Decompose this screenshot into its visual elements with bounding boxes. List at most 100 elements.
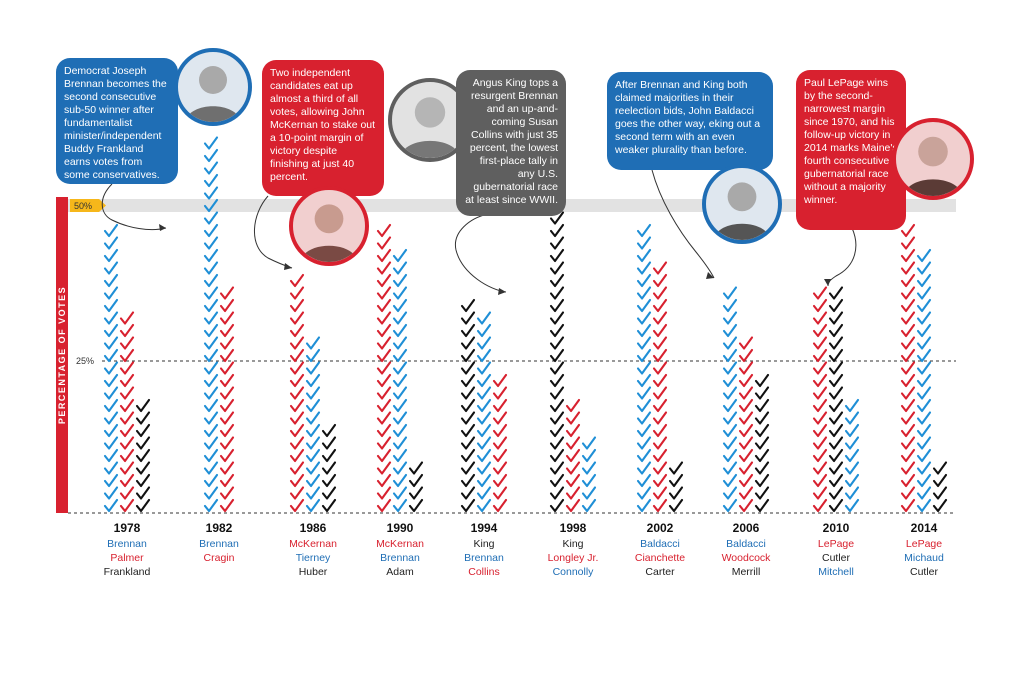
check-mark (203, 473, 219, 488)
check-mark (408, 498, 424, 513)
check-mark (916, 461, 932, 475)
check-mark (636, 386, 652, 400)
check-mark (119, 348, 135, 363)
candidate-label-2014-michaud: Michaud (904, 552, 944, 564)
check-mark (392, 348, 408, 363)
check-mark (581, 498, 597, 513)
check-mark (900, 411, 916, 425)
check-mark (828, 498, 844, 513)
portrait-icon (399, 97, 461, 158)
bar-2006-baldacci (722, 286, 738, 513)
check-mark (565, 436, 581, 450)
check-mark (652, 361, 668, 375)
check-mark (738, 436, 754, 450)
check-mark (754, 448, 770, 463)
candidate-label-1978-brennan: Brennan (107, 538, 147, 550)
check-mark (900, 323, 916, 338)
check-mark (392, 386, 408, 400)
check-mark (652, 286, 668, 300)
check-mark (103, 498, 119, 513)
check-mark (652, 448, 668, 463)
check-mark (722, 486, 738, 500)
check-mark (219, 286, 235, 300)
check-mark (219, 348, 235, 363)
check-mark (549, 398, 565, 413)
check-mark (135, 498, 151, 513)
check-mark (219, 486, 235, 500)
check-mark (119, 336, 135, 350)
check-mark (476, 361, 492, 375)
check-mark (900, 336, 916, 350)
bar-1990-adam (408, 461, 424, 513)
annotation-1994: Angus King tops a resurgent Brennan and … (456, 70, 566, 216)
check-mark (581, 436, 597, 450)
check-mark (916, 448, 932, 463)
check-mark (738, 411, 754, 425)
check-mark (636, 348, 652, 363)
check-mark (549, 386, 565, 400)
check-mark (289, 411, 305, 425)
check-mark (289, 398, 305, 413)
year-label-1986: 1986 (300, 521, 327, 535)
check-mark (305, 436, 321, 450)
check-mark (203, 386, 219, 400)
check-mark (321, 473, 337, 488)
check-mark (203, 323, 219, 338)
check-mark (305, 461, 321, 475)
check-mark (916, 273, 932, 288)
check-mark (549, 211, 565, 225)
check-mark (119, 486, 135, 500)
bar-2006-merrill (754, 373, 770, 513)
check-mark (652, 398, 668, 413)
check-mark (492, 461, 508, 475)
check-mark (392, 273, 408, 288)
check-mark (900, 498, 916, 513)
check-mark (492, 448, 508, 463)
check-mark (722, 386, 738, 400)
check-mark (219, 336, 235, 350)
check-mark (738, 386, 754, 400)
check-mark (916, 261, 932, 275)
check-mark (392, 373, 408, 388)
check-mark (203, 423, 219, 438)
check-mark (476, 461, 492, 475)
check-mark (135, 436, 151, 450)
check-mark (460, 448, 476, 463)
check-mark (376, 311, 392, 325)
candidate-label-2002-baldacci: Baldacci (640, 538, 680, 550)
twenty-five-percent-label: 25% (76, 356, 94, 366)
check-mark (565, 448, 581, 463)
check-mark (460, 336, 476, 350)
candidate-label-1986-tierney: Tierney (296, 552, 331, 564)
check-mark (828, 298, 844, 313)
photo-lepage (892, 118, 974, 200)
check-mark (476, 498, 492, 513)
bar-2014-michaud (916, 248, 932, 513)
check-mark (305, 386, 321, 400)
check-mark (828, 436, 844, 450)
check-mark (103, 411, 119, 425)
check-mark (376, 486, 392, 500)
check-mark (636, 398, 652, 413)
check-mark (549, 311, 565, 325)
check-mark (754, 411, 770, 425)
check-mark (900, 248, 916, 263)
check-mark (103, 273, 119, 288)
check-mark (219, 398, 235, 413)
portrait-icon (903, 136, 963, 196)
check-mark (376, 411, 392, 425)
check-mark (636, 361, 652, 375)
check-mark (460, 486, 476, 500)
check-mark (549, 373, 565, 388)
check-mark (812, 286, 828, 300)
check-mark (392, 473, 408, 488)
check-mark (460, 361, 476, 375)
check-mark (376, 498, 392, 513)
portrait-icon (300, 204, 358, 262)
check-mark (652, 261, 668, 275)
check-mark (722, 361, 738, 375)
check-mark (203, 286, 219, 300)
check-mark (103, 298, 119, 313)
bar-2006-woodcock (738, 336, 754, 513)
check-mark (376, 461, 392, 475)
